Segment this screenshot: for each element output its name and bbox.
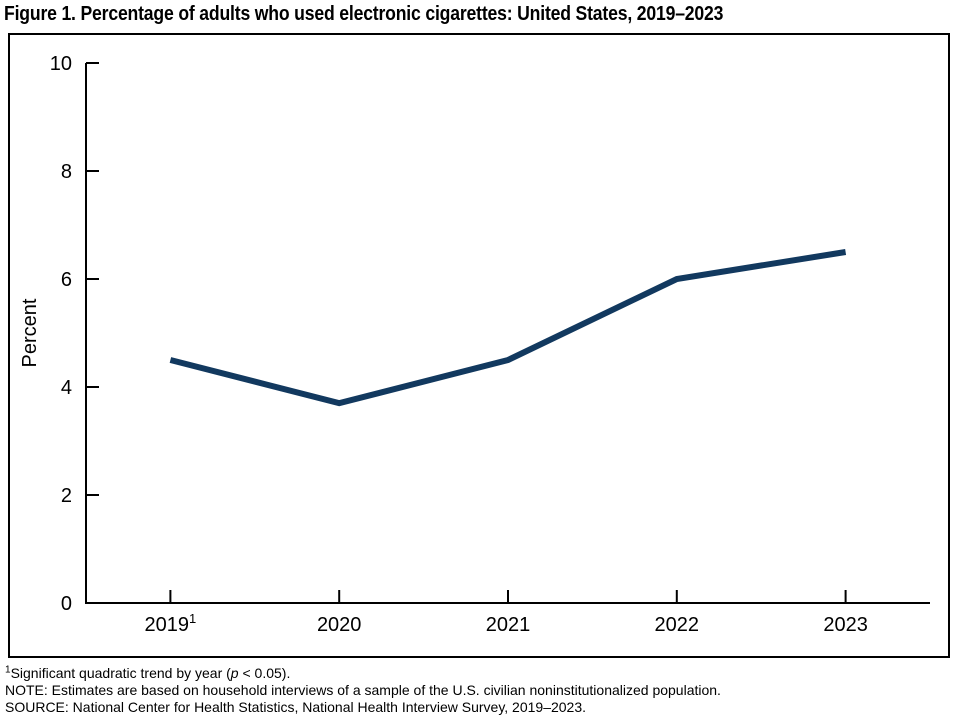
footnote-note: NOTE: Estimates are based on household i… — [5, 682, 721, 698]
italic-p: p — [230, 665, 239, 681]
y-axis-title: Percent — [19, 298, 41, 367]
y-tick-label: 10 — [50, 53, 72, 75]
y-tick-label: 4 — [61, 377, 72, 399]
x-tick-label: 2023 — [823, 614, 868, 636]
x-tick-label: 2022 — [655, 614, 700, 636]
x-tick-label: 2021 — [486, 614, 531, 636]
y-tick-label: 6 — [61, 269, 72, 291]
line-chart: 0 2 4 6 8 10 20191 2020 2021 2022 2023 Percent — [19, 53, 930, 636]
footnote-source: SOURCE: National Center for Health Stati… — [5, 699, 587, 715]
y-tick-label: 8 — [61, 161, 72, 183]
footnote-superscript: 1 — [5, 664, 11, 676]
data-line — [169, 249, 847, 407]
x-tick-label: 20191 — [145, 611, 197, 636]
y-tick-label: 2 — [61, 485, 72, 507]
x-tick-label: 2020 — [317, 614, 362, 636]
footnote-significance: 1Significant quadratic trend by year (p … — [5, 664, 291, 681]
y-tick-label: 0 — [61, 593, 72, 615]
x-tick-superscript: 1 — [189, 611, 196, 626]
figure-title: Figure 1. Percentage of adults who used … — [4, 3, 724, 25]
footnotes-block: 1Significant quadratic trend by year (p … — [5, 665, 955, 716]
chart-frame: 0 2 4 6 8 10 20191 2020 2021 2022 2023 Percent — [8, 33, 950, 658]
